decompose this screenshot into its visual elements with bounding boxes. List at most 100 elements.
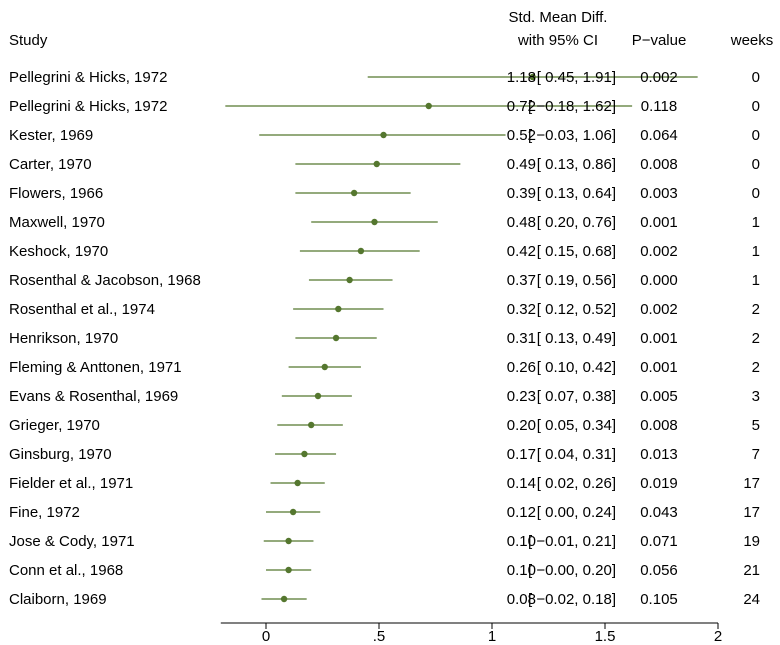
effect-estimate: 0.14 bbox=[507, 475, 536, 492]
p-value: 0.001 bbox=[640, 330, 678, 347]
study-label: Fleming & Anttonen, 1971 bbox=[9, 359, 182, 376]
effect-estimate: 0.49 bbox=[507, 156, 536, 173]
point-estimate-marker bbox=[350, 189, 358, 197]
point-estimate-marker bbox=[357, 247, 365, 255]
confidence-interval-text: [ −0.02, 0.18] bbox=[528, 591, 616, 608]
study-label: Flowers, 1966 bbox=[9, 185, 103, 202]
point-estimate-marker bbox=[314, 392, 322, 400]
effect-estimate: 0.08 bbox=[507, 591, 536, 608]
point-estimate-marker bbox=[285, 537, 292, 545]
effect-estimate: 0.12 bbox=[507, 504, 536, 521]
study-row: Claiborn, 1969 0.08[ −0.02, 0.18] 0.105 24 bbox=[9, 591, 760, 608]
confidence-interval-text: [ 0.10, 0.42] bbox=[537, 359, 616, 376]
weeks-value: 2 bbox=[752, 330, 760, 347]
point-estimate-marker bbox=[321, 363, 328, 371]
study-row: Carter, 1970 0.49[ 0.13, 0.86] 0.008 0 bbox=[9, 156, 760, 173]
point-estimate-marker bbox=[289, 508, 297, 516]
effect-estimate: 1.18 bbox=[507, 69, 536, 86]
study-row: Pellegrini & Hicks, 1972 0.72[ −0.18, 1.6… bbox=[9, 98, 760, 115]
confidence-interval-text: [ 0.13, 0.86] bbox=[537, 156, 616, 173]
x-axis-tick-label: 0 bbox=[262, 628, 270, 645]
column-headers: Study Std. Mean Diff. with 95% CI P−valu… bbox=[9, 9, 773, 49]
weeks-value: 2 bbox=[752, 301, 760, 318]
point-estimate-marker bbox=[332, 334, 340, 342]
point-estimate-marker bbox=[280, 595, 288, 603]
study-row: Fine, 1972 0.12[ 0.00, 0.24] 0.043 17 bbox=[9, 504, 760, 521]
study-row: Keshock, 1970 0.42[ 0.15, 0.68] 0.002 1 bbox=[9, 243, 760, 260]
study-label: Maxwell, 1970 bbox=[9, 214, 105, 231]
confidence-interval-text: [ 0.13, 0.64] bbox=[537, 185, 616, 202]
point-estimate-marker bbox=[285, 566, 292, 574]
header-pvalue: P−value bbox=[632, 32, 687, 49]
study-label: Keshock, 1970 bbox=[9, 243, 108, 260]
x-axis-tick-label: .5 bbox=[373, 628, 386, 645]
weeks-value: 24 bbox=[743, 591, 760, 608]
p-value: 0.008 bbox=[640, 156, 678, 173]
study-label: Grieger, 1970 bbox=[9, 417, 100, 434]
confidence-interval-text: [ 0.05, 0.34] bbox=[537, 417, 616, 434]
p-value: 0.003 bbox=[640, 185, 678, 202]
weeks-value: 7 bbox=[752, 446, 760, 463]
point-estimate-marker bbox=[373, 160, 380, 168]
study-label: Ginsburg, 1970 bbox=[9, 446, 112, 463]
confidence-interval-text: [ −0.03, 1.06] bbox=[528, 127, 616, 144]
study-row: Pellegrini & Hicks, 1972 1.18[ 0.45, 1.91… bbox=[9, 69, 760, 86]
study-label: Rosenthal & Jacobson, 1968 bbox=[9, 272, 201, 289]
p-value: 0.002 bbox=[640, 301, 678, 318]
point-estimate-marker bbox=[529, 73, 536, 81]
study-label: Pellegrini & Hicks, 1972 bbox=[9, 69, 167, 86]
study-label: Kester, 1969 bbox=[9, 127, 93, 144]
header-effect-line1: Std. Mean Diff. bbox=[509, 9, 608, 26]
confidence-interval-text: [ 0.19, 0.56] bbox=[537, 272, 616, 289]
effect-estimate: 0.42 bbox=[507, 243, 536, 260]
effect-estimate: 0.17 bbox=[507, 446, 536, 463]
confidence-interval-text: [ 0.00, 0.24] bbox=[537, 504, 616, 521]
weeks-value: 0 bbox=[752, 185, 760, 202]
weeks-value: 0 bbox=[752, 98, 760, 115]
study-label: Conn et al., 1968 bbox=[9, 562, 123, 579]
weeks-value: 19 bbox=[743, 533, 760, 550]
point-estimate-marker bbox=[380, 131, 387, 139]
effect-estimate: 0.10 bbox=[507, 562, 536, 579]
confidence-interval-text: [ 0.02, 0.26] bbox=[537, 475, 616, 492]
point-estimate-marker bbox=[301, 450, 308, 458]
point-estimate-marker bbox=[335, 305, 342, 313]
effect-estimate: 0.20 bbox=[507, 417, 536, 434]
weeks-value: 1 bbox=[752, 272, 760, 289]
confidence-interval-text: [ −0.01, 0.21] bbox=[528, 533, 616, 550]
effect-estimate: 0.37 bbox=[507, 272, 536, 289]
p-value: 0.000 bbox=[640, 272, 678, 289]
point-estimate-marker bbox=[371, 218, 378, 226]
study-row: Flowers, 1966 0.39[ 0.13, 0.64] 0.003 0 bbox=[9, 185, 760, 202]
p-value: 0.056 bbox=[640, 562, 678, 579]
study-label: Jose & Cody, 1971 bbox=[9, 533, 135, 550]
confidence-interval-text: [ 0.13, 0.49] bbox=[537, 330, 616, 347]
effect-estimate: 0.48 bbox=[507, 214, 536, 231]
weeks-value: 17 bbox=[743, 504, 760, 521]
confidence-interval-text: [ 0.12, 0.52] bbox=[537, 301, 616, 318]
study-label: Fine, 1972 bbox=[9, 504, 80, 521]
header-weeks: weeks bbox=[730, 32, 774, 49]
header-study: Study bbox=[9, 32, 48, 49]
effect-estimate: 0.10 bbox=[507, 533, 536, 550]
point-estimate-marker bbox=[346, 276, 353, 284]
p-value: 0.002 bbox=[640, 243, 678, 260]
p-value: 0.002 bbox=[640, 69, 678, 86]
weeks-value: 17 bbox=[743, 475, 760, 492]
confidence-interval-text: [ 0.45, 1.91] bbox=[537, 69, 616, 86]
p-value: 0.005 bbox=[640, 388, 678, 405]
effect-estimate: 0.32 bbox=[507, 301, 536, 318]
p-value: 0.071 bbox=[640, 533, 678, 550]
point-estimate-marker bbox=[425, 102, 432, 110]
weeks-value: 21 bbox=[743, 562, 760, 579]
point-estimate-marker bbox=[308, 421, 315, 429]
x-axis-tick-label: 2 bbox=[714, 628, 722, 645]
effect-estimate: 0.52 bbox=[507, 127, 536, 144]
weeks-value: 0 bbox=[752, 69, 760, 86]
p-value: 0.064 bbox=[640, 127, 678, 144]
study-label: Henrikson, 1970 bbox=[9, 330, 118, 347]
study-rows: Pellegrini & Hicks, 1972 1.18[ 0.45, 1.91… bbox=[9, 69, 760, 608]
p-value: 0.001 bbox=[640, 359, 678, 376]
p-value: 0.105 bbox=[640, 591, 678, 608]
